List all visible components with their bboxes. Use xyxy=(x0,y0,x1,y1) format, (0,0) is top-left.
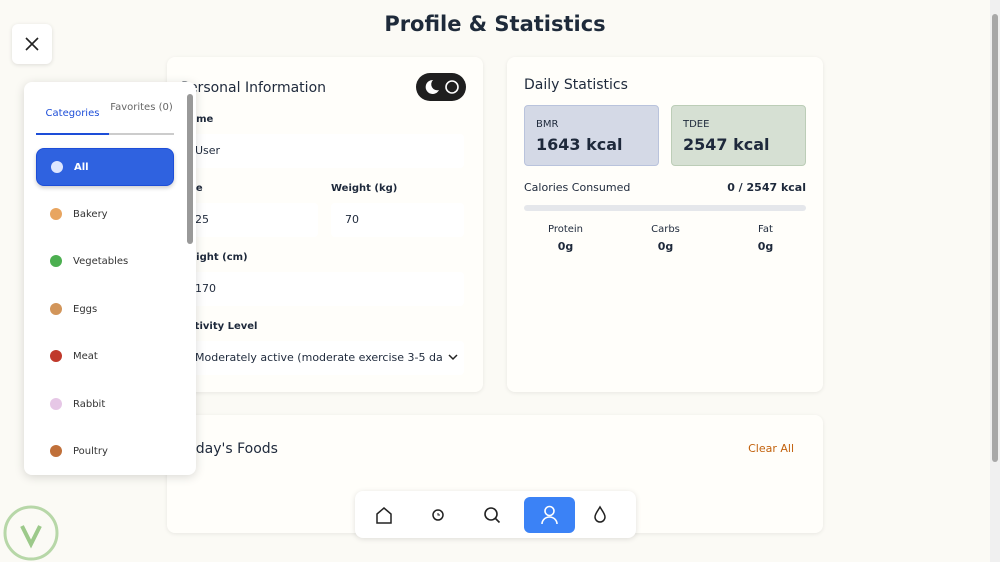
watermark-logo xyxy=(3,505,59,561)
category-sidebar: Categories Favorites (0) All Bakery Vegeta… xyxy=(24,82,196,475)
scroll-thumb xyxy=(992,14,998,462)
macro-label: Carbs xyxy=(651,224,680,235)
card-title: Today's Foods xyxy=(181,441,278,457)
category-icon xyxy=(50,350,62,362)
name-input[interactable]: User xyxy=(181,134,464,168)
toggle-icon xyxy=(425,79,459,94)
nav-water[interactable] xyxy=(575,497,625,533)
progress-track xyxy=(524,205,806,211)
clear-all[interactable]: Clear All xyxy=(748,442,794,455)
category-icon xyxy=(50,397,62,410)
bmr-box: BMR 1643 kcal xyxy=(524,105,659,166)
category-name: Poultry xyxy=(73,446,108,457)
bmr-label: BMR xyxy=(536,119,559,130)
tab-categories[interactable]: Categories xyxy=(36,108,109,135)
personal-card: Personal Information Name User Age 25 We… xyxy=(167,57,483,392)
category-icon xyxy=(50,255,62,267)
macro-label: Fat xyxy=(758,224,773,235)
nav-search[interactable] xyxy=(467,497,517,533)
age-input[interactable]: 25 xyxy=(181,203,318,237)
history-icon xyxy=(432,509,444,521)
tdee-box: TDEE 2547 kcal xyxy=(671,105,806,166)
scrollbar xyxy=(187,94,193,244)
category-item[interactable]: Poultry xyxy=(36,433,174,471)
nav-home[interactable] xyxy=(359,497,409,533)
macro-value: 0g xyxy=(757,240,774,253)
category-item[interactable]: Bakery xyxy=(36,196,174,234)
window-scrollbar xyxy=(990,0,1000,562)
calories-label: Calories Consumed xyxy=(524,181,631,194)
close-button[interactable] xyxy=(12,24,52,64)
category-item[interactable]: Eggs xyxy=(36,291,174,329)
weight-input[interactable]: 70 xyxy=(331,203,464,237)
close-icon xyxy=(25,37,39,51)
activity-select[interactable]: Moderately active (moderate exercise 3-5… xyxy=(181,341,464,375)
search-icon xyxy=(484,507,501,524)
page-title: Profile & Statistics xyxy=(384,12,606,36)
drop-icon xyxy=(594,505,606,523)
nav-profile[interactable] xyxy=(524,497,575,533)
weight-label: Weight (kg) xyxy=(331,183,398,194)
card-title: Personal Information xyxy=(181,80,327,96)
tdee-label: TDEE xyxy=(683,119,710,130)
tab-favorites[interactable]: Favorites (0) xyxy=(109,101,174,135)
category-name: Eggs xyxy=(73,303,98,315)
category-item[interactable]: All xyxy=(36,148,174,186)
height-input[interactable]: 170 xyxy=(181,272,464,306)
category-name: All xyxy=(74,162,89,173)
bmr-value: 1643 kcal xyxy=(536,135,623,154)
category-icon xyxy=(50,445,62,457)
category-icon xyxy=(50,207,62,220)
category-icon xyxy=(51,161,63,173)
activity-label: Activity Level xyxy=(181,321,258,332)
home-icon xyxy=(376,507,392,524)
category-item[interactable]: Vegetables xyxy=(36,243,174,281)
card-title: Daily Statistics xyxy=(524,77,628,93)
category-name: Meat xyxy=(73,351,98,362)
theme-toggle[interactable] xyxy=(416,73,466,101)
activity-value: Moderately active (moderate exercise 3-5… xyxy=(195,351,442,364)
profile-icon xyxy=(541,505,558,525)
name-label: Name xyxy=(181,114,214,125)
macro-value: 0g xyxy=(657,240,674,253)
tdee-value: 2547 kcal xyxy=(683,135,770,154)
nav-history[interactable] xyxy=(413,497,463,533)
category-item[interactable]: Meat xyxy=(36,338,174,376)
stats-card: Daily Statistics BMR 1643 kcal TDEE 2547… xyxy=(507,57,823,392)
bottom-nav xyxy=(355,491,636,538)
chevron xyxy=(448,354,458,361)
macro-value: 0g xyxy=(557,240,574,253)
calories-value: 0 / 2547 kcal xyxy=(727,181,806,194)
category-item[interactable]: Rabbit xyxy=(36,386,174,424)
macro-label: Protein xyxy=(547,224,584,235)
category-name: Bakery xyxy=(73,208,108,220)
category-name: Rabbit xyxy=(73,398,106,410)
category-icon xyxy=(50,302,62,315)
category-name: Vegetables xyxy=(73,256,129,267)
height-label: Height (cm) xyxy=(181,252,248,263)
